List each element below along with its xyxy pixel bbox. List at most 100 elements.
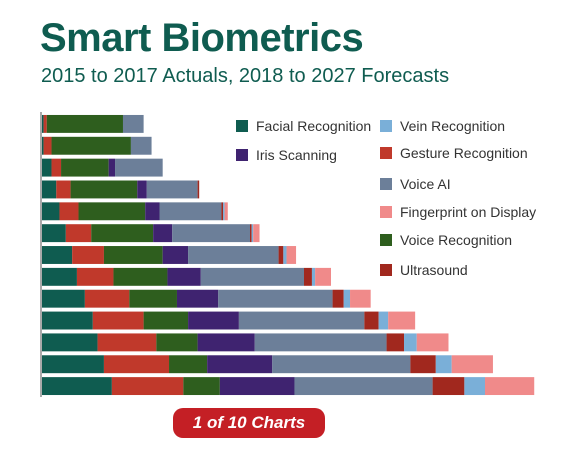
bar-segment-voice-ai-row-5 xyxy=(159,202,222,221)
bar-segment-gesture-recognition-row-1 xyxy=(43,114,47,133)
bar-segment-vein-recognition-row-6 xyxy=(251,224,254,243)
bar-segment-voice-recognition-row-7 xyxy=(103,246,163,264)
bar-segment-gesture-recognition-row-2 xyxy=(43,136,52,155)
legend-label-gesture-recognition: Gesture Recognition xyxy=(400,145,528,161)
legend-label-fingerprint-on-display: Fingerprint on Display xyxy=(400,204,536,220)
bars-group xyxy=(42,114,535,396)
bar-segment-facial-recognition-row-12 xyxy=(42,355,104,374)
bar-segment-voice-recognition-row-6 xyxy=(91,224,154,243)
bar-segment-voice-ai-row-1 xyxy=(122,114,144,133)
chart-subtitle: 2015 to 2017 Actuals, 2018 to 2027 Forec… xyxy=(41,65,450,87)
bar-segment-iris-scanning-row-3 xyxy=(108,158,116,177)
bar-segment-voice-recognition-row-11 xyxy=(156,333,198,352)
bar-segment-gesture-recognition-row-7 xyxy=(72,246,104,264)
bar-segment-voice-ai-row-4 xyxy=(146,180,198,199)
bar-segment-facial-recognition-row-11 xyxy=(42,333,98,352)
bar-segment-fingerprint-on-display-row-8 xyxy=(315,267,331,286)
bar-segment-ultrasound-row-4 xyxy=(197,180,200,199)
bar-segment-iris-scanning-row-6 xyxy=(153,224,173,243)
bar-segment-facial-recognition-row-5 xyxy=(42,202,60,221)
bar-segment-voice-ai-row-7 xyxy=(188,246,279,264)
bar-segment-voice-recognition-row-10 xyxy=(143,311,189,330)
bar-segment-facial-recognition-row-10 xyxy=(42,311,93,330)
bar-segment-facial-recognition-row-6 xyxy=(42,224,66,243)
bar-segment-iris-scanning-row-5 xyxy=(145,202,160,221)
bar-segment-voice-ai-row-11 xyxy=(254,333,387,352)
chart-title: Smart Biometrics xyxy=(40,16,364,60)
legend-label-voice-recognition: Voice Recognition xyxy=(400,232,512,248)
bar-segment-facial-recognition-row-7 xyxy=(42,246,73,264)
bar-segment-gesture-recognition-row-13 xyxy=(111,377,184,396)
bar-segment-voice-recognition-row-8 xyxy=(113,267,168,286)
bar-segment-fingerprint-on-display-row-12 xyxy=(451,355,493,374)
legend-swatch-voice-recognition xyxy=(380,234,392,246)
bar-segment-iris-scanning-row-4 xyxy=(137,180,147,199)
bar-segment-vein-recognition-row-7 xyxy=(283,246,287,264)
bar-segment-voice-recognition-row-5 xyxy=(78,202,146,221)
bar-segment-iris-scanning-row-11 xyxy=(197,333,255,352)
bar-segment-voice-ai-row-9 xyxy=(218,289,333,308)
legend-label-vein-recognition: Vein Recognition xyxy=(400,118,505,134)
legend-swatch-voice-ai xyxy=(380,178,392,190)
chart-pager-button[interactable]: 1 of 10 Charts xyxy=(173,408,325,438)
bar-segment-iris-scanning-row-12 xyxy=(207,355,273,374)
bar-segment-voice-recognition-row-4 xyxy=(70,180,138,199)
bar-segment-fingerprint-on-display-row-10 xyxy=(388,311,416,330)
legend-swatch-gesture-recognition xyxy=(380,147,392,159)
bar-segment-iris-scanning-row-7 xyxy=(162,246,189,264)
bar-segment-vein-recognition-row-5 xyxy=(223,202,225,221)
bar-segment-voice-recognition-row-3 xyxy=(61,158,109,177)
bar-segment-voice-recognition-row-9 xyxy=(129,289,177,308)
legend-swatch-facial-recognition xyxy=(236,120,248,132)
bar-segment-fingerprint-on-display-row-5 xyxy=(224,202,228,221)
bar-segment-fingerprint-on-display-row-7 xyxy=(286,246,297,264)
bar-segment-facial-recognition-row-4 xyxy=(42,180,57,199)
bar-segment-gesture-recognition-row-6 xyxy=(65,224,92,243)
bar-segment-ultrasound-row-9 xyxy=(332,289,344,308)
bar-segment-voice-ai-row-13 xyxy=(294,377,433,396)
bar-segment-ultrasound-row-11 xyxy=(386,333,405,352)
legend-label-facial-recognition: Facial Recognition xyxy=(256,118,371,134)
bar-segment-voice-ai-row-12 xyxy=(272,355,411,374)
bar-segment-ultrasound-row-7 xyxy=(278,246,284,264)
bar-segment-vein-recognition-row-10 xyxy=(378,311,389,330)
bar-segment-ultrasound-row-6 xyxy=(250,224,252,243)
bar-segment-voice-ai-row-2 xyxy=(130,136,152,155)
bar-segment-facial-recognition-row-9 xyxy=(42,289,85,308)
bar-segment-ultrasound-row-12 xyxy=(410,355,436,374)
bar-segment-vein-recognition-row-13 xyxy=(464,377,486,396)
bar-segment-voice-recognition-row-1 xyxy=(46,114,123,133)
bar-segment-fingerprint-on-display-row-11 xyxy=(416,333,449,352)
bar-segment-facial-recognition-row-8 xyxy=(42,267,77,286)
bar-segment-voice-ai-row-8 xyxy=(200,267,304,286)
bar-segment-ultrasound-row-13 xyxy=(432,377,465,396)
bar-segment-facial-recognition-row-13 xyxy=(42,377,112,396)
bar-segment-voice-ai-row-3 xyxy=(115,158,163,177)
bar-segment-ultrasound-row-10 xyxy=(364,311,379,330)
bar-segment-voice-recognition-row-12 xyxy=(169,355,208,374)
bar-segment-voice-recognition-row-13 xyxy=(183,377,220,396)
bar-segment-iris-scanning-row-10 xyxy=(188,311,239,330)
bar-segment-iris-scanning-row-9 xyxy=(176,289,219,308)
legend-swatch-ultrasound xyxy=(380,264,392,276)
bar-segment-vein-recognition-row-9 xyxy=(343,289,351,308)
bar-segment-gesture-recognition-row-11 xyxy=(97,333,157,352)
bar-segment-voice-recognition-row-2 xyxy=(51,136,131,155)
bar-segment-gesture-recognition-row-9 xyxy=(84,289,130,308)
bar-segment-gesture-recognition-row-4 xyxy=(56,180,71,199)
legend-label-iris-scanning: Iris Scanning xyxy=(256,147,337,163)
legend-label-voice-ai: Voice AI xyxy=(400,176,451,192)
legend-swatch-fingerprint-on-display xyxy=(380,206,392,218)
bar-segment-vein-recognition-row-8 xyxy=(311,267,316,286)
bar-segment-iris-scanning-row-8 xyxy=(167,267,201,286)
legend-swatch-iris-scanning xyxy=(236,149,248,161)
bar-segment-gesture-recognition-row-3 xyxy=(51,158,62,177)
legend-swatch-vein-recognition xyxy=(380,120,392,132)
bar-segment-gesture-recognition-row-12 xyxy=(103,355,170,374)
bar-segment-ultrasound-row-5 xyxy=(221,202,224,221)
bar-segment-vein-recognition-row-11 xyxy=(404,333,417,352)
legend-label-ultrasound: Ultrasound xyxy=(400,262,468,278)
bar-segment-ultrasound-row-8 xyxy=(304,267,312,286)
bar-segment-iris-scanning-row-13 xyxy=(219,377,295,396)
